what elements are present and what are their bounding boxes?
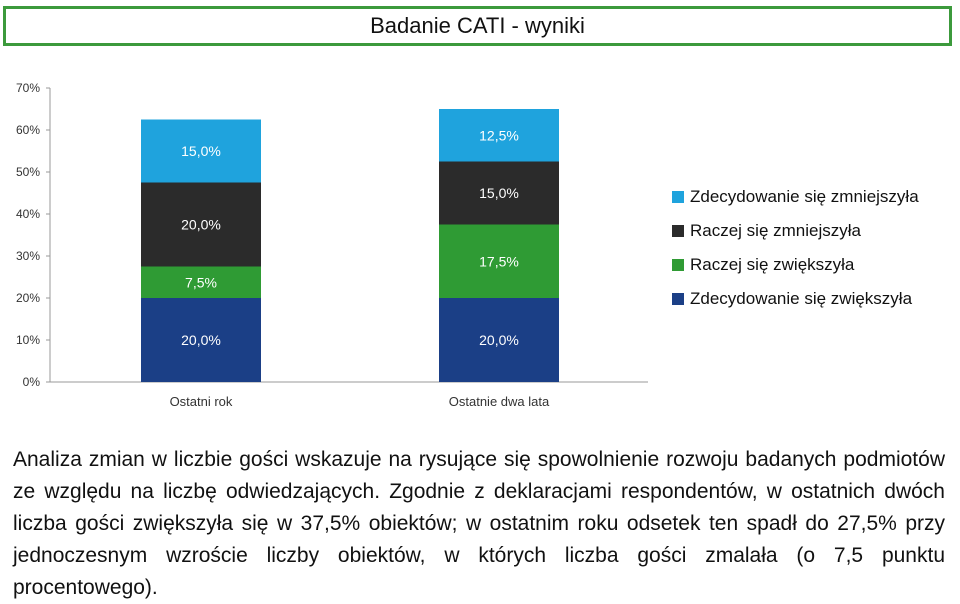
legend-swatch [672, 293, 684, 305]
data-label: 20,0% [181, 217, 221, 233]
y-tick-label: 60% [16, 123, 40, 137]
y-tick-label: 10% [16, 333, 40, 347]
bar-segment [141, 266, 261, 298]
stacked-bar-chart: 0% 10% 20% 30% 40% 50% 60% 70% 20,0% 7,5% 20,0% 15,… [16, 81, 648, 409]
title-box: Badanie CATI - wyniki [3, 6, 952, 46]
legend-label: Raczej się zwiększyła [690, 255, 855, 274]
bar-segment [439, 298, 559, 382]
data-label: 15,0% [181, 143, 221, 159]
x-tick-label: Ostatnie dwa lata [449, 394, 550, 409]
y-tick-label: 0% [23, 375, 41, 389]
data-label: 20,0% [181, 332, 221, 348]
legend-swatch [672, 225, 684, 237]
legend-item: Raczej się zmniejszyła [672, 214, 919, 248]
y-tick-label: 50% [16, 165, 40, 179]
legend-label: Zdecydowanie się zwiększyła [690, 289, 913, 308]
legend-swatch [672, 191, 684, 203]
y-tick-label: 70% [16, 81, 40, 95]
legend-item: Raczej się zwiększyła [672, 248, 919, 282]
legend-item: Zdecydowanie się zwiększyła [672, 282, 919, 316]
y-tick-label: 40% [16, 207, 40, 221]
data-label: 7,5% [185, 274, 217, 290]
bar-segment [439, 224, 559, 298]
data-label: 20,0% [479, 332, 519, 348]
data-label: 17,5% [479, 253, 519, 269]
data-label: 12,5% [479, 127, 519, 143]
legend-label: Raczej się zmniejszyła [690, 221, 861, 240]
y-tick-label: 20% [16, 291, 40, 305]
data-label: 15,0% [479, 185, 519, 201]
bar-segment [141, 298, 261, 382]
legend-label: Zdecydowanie się zmniejszyła [690, 187, 919, 206]
chart-legend: Zdecydowanie się zmniejszyła Raczej się … [672, 180, 919, 316]
bar-segment [141, 119, 261, 183]
legend-item: Zdecydowanie się zmniejszyła [672, 180, 919, 214]
page-title: Badanie CATI - wyniki [370, 13, 585, 38]
y-tick-label: 30% [16, 249, 40, 263]
legend-swatch [672, 259, 684, 271]
analysis-paragraph: Analiza zmian w liczbie gości wskazuje n… [13, 448, 945, 599]
x-tick-label: Ostatni rok [170, 394, 233, 409]
bar-segment [439, 161, 559, 225]
bar-segment [439, 109, 559, 162]
bar-segment [141, 182, 261, 267]
